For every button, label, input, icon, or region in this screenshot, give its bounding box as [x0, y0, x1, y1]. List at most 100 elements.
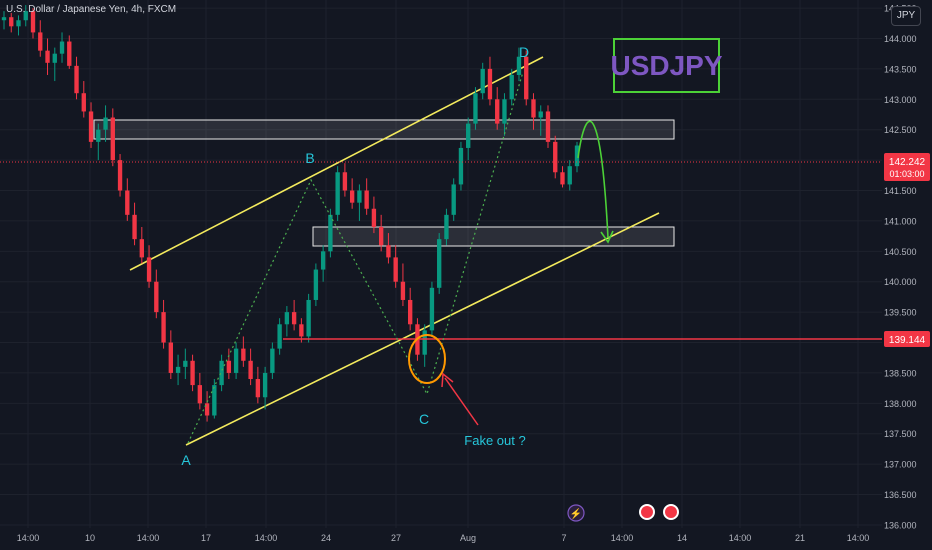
candle-body: [146, 257, 152, 282]
candle-body: [378, 226, 384, 246]
fake-out-circle: [408, 334, 446, 384]
last-price-value: 142.242: [889, 157, 926, 168]
candle-body: [233, 348, 239, 373]
candle-body: [38, 32, 43, 51]
candle-body: [154, 281, 159, 313]
support-price-value: 139.144: [889, 335, 926, 346]
candle-body: [509, 74, 514, 100]
candle-body: [197, 385, 203, 404]
candle-body: [444, 214, 449, 240]
candle-body: [458, 147, 464, 185]
time-tick-label: 14:00: [729, 533, 752, 543]
candle-body: [429, 287, 435, 331]
candle-body: [299, 324, 304, 337]
dividend-event-icon[interactable]: [567, 504, 585, 522]
candle-body: [67, 41, 72, 66]
candle-body: [219, 360, 224, 386]
label-d: D: [519, 44, 529, 60]
projection-arrow: [577, 120, 609, 239]
candle-body: [422, 330, 427, 355]
projection-arrowhead: [600, 230, 614, 244]
candle-body: [248, 360, 253, 380]
abcd-pattern-line: [187, 71, 524, 444]
candle-body: [16, 20, 21, 27]
time-tick-label: 24: [321, 533, 331, 543]
price-badges: 142.242 01:03:00 139.144: [884, 153, 930, 347]
label-c: C: [419, 411, 429, 427]
candle-body: [393, 257, 398, 282]
support-zone: [312, 226, 675, 247]
price-tick-label: 141.000: [884, 216, 917, 226]
candle-body: [408, 299, 413, 325]
candle-body: [451, 184, 456, 215]
price-tick-label: 143.500: [884, 64, 917, 74]
candle-body: [241, 348, 246, 361]
candle-body: [545, 111, 551, 142]
candle-body: [466, 123, 471, 148]
zones-layer: [93, 119, 675, 247]
candle-body: [74, 65, 79, 94]
candle-body: [495, 99, 500, 124]
time-tick-label: Aug: [460, 533, 476, 543]
candle-body: [342, 172, 348, 191]
price-axis-bg: [882, 0, 932, 550]
candle-body: [473, 93, 478, 124]
price-tick-label: 137.500: [884, 429, 917, 439]
time-tick-label: 17: [201, 533, 211, 543]
candle-body: [574, 145, 580, 167]
candle-body: [183, 360, 188, 367]
candle-body: [328, 214, 333, 252]
candle-body: [103, 117, 108, 130]
fake-out-arrow: [444, 377, 479, 426]
label-a: A: [181, 452, 191, 468]
candle-body: [262, 372, 268, 398]
fake-out-arrowhead: [441, 372, 454, 388]
candle-body: [125, 190, 130, 215]
candle-body: [59, 41, 65, 54]
candle-body: [52, 53, 57, 63]
events-layer: ⚡: [567, 504, 679, 522]
price-tick-label: 136.500: [884, 490, 917, 500]
candle-body: [502, 99, 507, 124]
candle-body: [212, 385, 217, 416]
symbol-title: U.S. Dollar / Japanese Yen, 4h, FXCM: [6, 4, 177, 15]
label-b: B: [305, 150, 314, 166]
time-tick-label: 14:00: [255, 533, 278, 543]
candle-body: [30, 11, 36, 33]
price-axis[interactable]: 144.500144.000143.500143.000142.500142.0…: [882, 0, 932, 550]
dividend-event-glyph: ⚡: [570, 507, 582, 520]
candle-body: [117, 160, 123, 191]
currency-button[interactable]: JPY: [891, 6, 921, 26]
time-tick-label: 14:00: [847, 533, 870, 543]
price-tick-label: 140.000: [884, 277, 917, 287]
candle-body: [1, 17, 7, 21]
time-tick-label: 7: [561, 533, 566, 543]
price-tick-label: 137.000: [884, 460, 917, 470]
candle-body: [560, 172, 565, 185]
candle-body: [23, 11, 28, 21]
candle-body: [480, 68, 485, 94]
candle-body: [306, 299, 311, 337]
price-tick-label: 141.500: [884, 186, 917, 196]
us-flag-event-icon-2[interactable]: [663, 504, 679, 520]
candle-body: [531, 99, 536, 118]
time-tick-label: 10: [85, 533, 95, 543]
candle-body: [371, 208, 377, 227]
candle-body: [139, 239, 144, 258]
price-tick-label: 138.500: [884, 368, 917, 378]
candle-body: [81, 93, 86, 112]
time-axis[interactable]: 14:00 10 14:00 17 14:00 24 27 Aug 7 14:00 14 14:00 2…: [17, 533, 870, 543]
price-tick-label: 139.500: [884, 308, 917, 318]
candle-body: [538, 111, 543, 118]
candle-body: [357, 190, 362, 203]
candle-body: [226, 360, 232, 373]
symbol-label-box: [613, 38, 720, 93]
candle-body: [320, 251, 326, 270]
candle-body: [88, 111, 94, 142]
us-flag-event-icon[interactable]: [639, 504, 655, 520]
candle-body: [364, 190, 369, 209]
candle-body: [161, 312, 166, 343]
price-tick-label: 138.000: [884, 399, 917, 409]
